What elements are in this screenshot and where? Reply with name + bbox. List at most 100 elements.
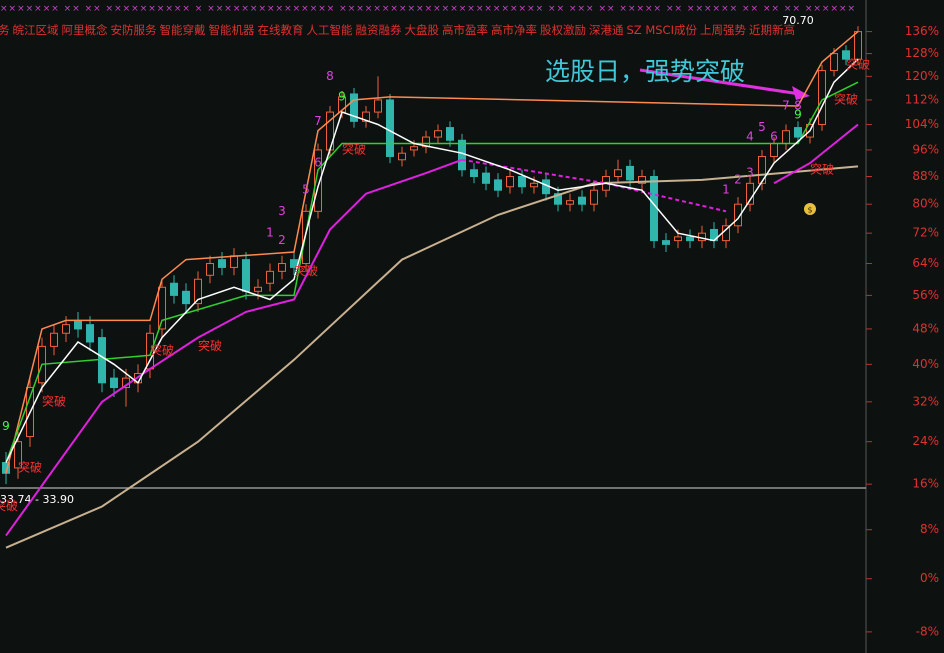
annotation-arrowhead xyxy=(792,86,810,100)
concept-tag: 股权激励 xyxy=(540,23,586,37)
concept-tag: 智能穿戴 xyxy=(159,23,206,37)
candle-body xyxy=(242,259,250,292)
y-tick-label: 40% xyxy=(912,357,939,371)
top-marks: ××××××× ×× ×× ×××××××××× × ×××××××××××××… xyxy=(0,4,857,14)
chart-label: 突破 xyxy=(846,56,870,71)
indicator-line xyxy=(5,158,463,537)
candle-body xyxy=(398,152,406,161)
y-tick-label: 136% xyxy=(905,24,939,38)
candle-body xyxy=(638,175,646,184)
candle-body xyxy=(578,196,586,205)
candle-body xyxy=(218,259,226,268)
chart-label: 7 xyxy=(314,114,322,128)
y-tick-label: 128% xyxy=(905,46,939,60)
candle-body xyxy=(50,332,58,347)
candle-body xyxy=(278,263,286,272)
concept-tag: 阿里概念 xyxy=(61,23,108,37)
chart-label: 9 xyxy=(2,419,10,433)
y-tick-label: 56% xyxy=(912,288,939,302)
concept-tag: 高市净率 xyxy=(491,23,537,37)
annotation: 选股日，强势突破 xyxy=(545,57,746,86)
chart-label: 突破 xyxy=(810,161,834,176)
candle-body xyxy=(494,179,502,191)
concept-tag: SZ MSCI成份 xyxy=(626,23,697,37)
candle-body xyxy=(794,127,802,138)
candle-body xyxy=(458,139,466,171)
y-tick-label: 104% xyxy=(905,117,939,131)
candle-body xyxy=(506,175,514,188)
annotation-arrow xyxy=(639,68,801,96)
chart-label: 9 xyxy=(794,108,802,122)
y-tick-label: 112% xyxy=(905,92,939,106)
candle-body xyxy=(554,193,562,205)
y-tick-label: 80% xyxy=(912,197,939,211)
chart-label: 突破 xyxy=(834,91,858,106)
concept-tag: 皖江区域 xyxy=(12,23,59,37)
candle-body xyxy=(230,255,238,268)
candle-body xyxy=(14,441,22,469)
y-tick-label: 16% xyxy=(912,477,939,491)
candle-body xyxy=(266,270,274,284)
candle-body xyxy=(422,136,430,148)
candle-body xyxy=(206,263,214,276)
concept-tag: 高市盈率 xyxy=(442,23,488,37)
chart-label: 突破 xyxy=(342,141,366,156)
candle-body xyxy=(374,99,382,113)
chart-label: 9 xyxy=(338,89,346,103)
candle-body xyxy=(86,324,94,343)
chart-label: 4 xyxy=(746,130,754,144)
candle-body xyxy=(182,290,190,305)
indicator-line xyxy=(773,123,859,185)
concept-tag: 深港通 xyxy=(589,23,624,37)
chart-label: 70.70 xyxy=(782,14,814,27)
indicator-line xyxy=(5,165,859,549)
candle-body xyxy=(770,142,778,157)
chart-label: 5 xyxy=(302,183,310,197)
candle-body xyxy=(614,169,622,177)
y-tick-label: 96% xyxy=(912,142,939,156)
candle-body xyxy=(110,377,118,389)
candle-body xyxy=(518,175,526,188)
chart-label: 6 xyxy=(770,130,778,144)
candle-body xyxy=(830,53,838,72)
y-tick-label: 0% xyxy=(920,571,939,585)
chart-label: 2 xyxy=(278,233,286,247)
chart-label: 5 xyxy=(758,120,766,134)
price-line-label: 33.74 - 33.90 xyxy=(0,493,74,506)
candle-body xyxy=(590,189,598,205)
y-tick-label: 32% xyxy=(912,394,939,408)
y-tick-label: 48% xyxy=(912,321,939,335)
concept-tag: 大盘股 xyxy=(404,23,440,37)
concept-tag: 在线教育 xyxy=(257,23,304,37)
chart-label: 7 xyxy=(782,98,790,112)
y-tick-label: 72% xyxy=(912,226,939,240)
candle-body xyxy=(482,172,490,184)
candle-body xyxy=(314,149,322,212)
candle-body xyxy=(758,155,766,184)
chart-label: 突破 xyxy=(198,338,222,353)
concept-tag: 上周强势 xyxy=(699,23,746,37)
concept-tag: 人工智能 xyxy=(306,23,353,37)
concept-tags: 务皖江区域 阿里概念 安防服务 智能穿戴 智能机器 在线教育 人工智能 融资融券 大盘股 高市盈率… xyxy=(0,22,864,38)
candle-body xyxy=(158,286,166,330)
y-tick-label: 64% xyxy=(912,256,939,270)
candle-body xyxy=(350,93,358,122)
concept-tag: 智能机器 xyxy=(208,23,255,37)
chart-label: 8 xyxy=(326,69,334,83)
chart-label: 3 xyxy=(746,166,754,180)
chart-label: 8 xyxy=(794,98,802,112)
candle-body xyxy=(626,165,634,181)
chart-label: 6 xyxy=(314,156,322,170)
candle-body xyxy=(254,286,262,292)
candle-body xyxy=(362,111,370,122)
chart-label: 突破 xyxy=(42,393,66,408)
chart-label: 突破 xyxy=(294,263,318,278)
chart-label: 3 xyxy=(278,204,286,218)
chart-label: 1 xyxy=(266,226,274,240)
candle-body xyxy=(818,70,826,125)
candle-body xyxy=(386,99,394,157)
chart-label: 2 xyxy=(734,172,742,186)
chart-label: 突破 xyxy=(18,459,42,474)
